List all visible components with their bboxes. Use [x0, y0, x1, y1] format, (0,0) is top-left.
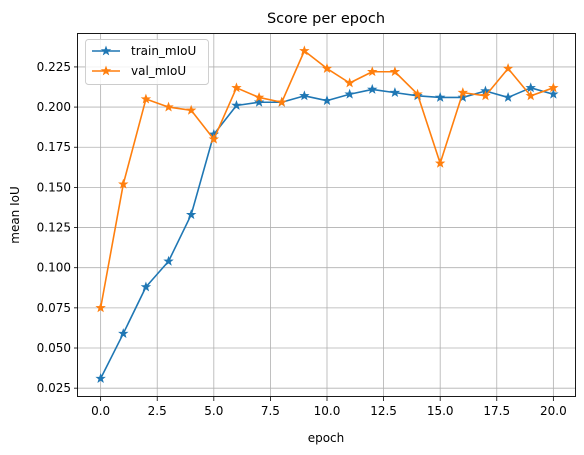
data-point	[412, 88, 423, 99]
data-point	[163, 255, 174, 266]
data-point	[231, 82, 242, 93]
chart-title: Score per epoch	[267, 11, 385, 27]
y-tick-label: 0.150	[37, 180, 71, 194]
x-axis-label: epoch	[308, 431, 345, 445]
data-point	[367, 83, 378, 94]
x-tick-label: 0.0	[91, 404, 110, 418]
data-point	[231, 100, 242, 110]
data-point	[118, 328, 129, 338]
x-tick-label: 12.5	[370, 404, 397, 418]
data-point	[253, 96, 265, 107]
data-point	[457, 87, 469, 98]
y-tick-label: 0.075	[37, 301, 71, 315]
y-tick-label: 0.025	[37, 381, 71, 395]
data-point	[299, 45, 310, 56]
data-point	[548, 88, 559, 99]
legend-label: val_mIoU	[131, 64, 186, 78]
legend-swatch-marker	[100, 45, 112, 56]
x-tick-label: 7.5	[261, 404, 280, 418]
legend-label: train_mIoU	[131, 44, 196, 58]
legend: train_mIoU val_mIoU	[85, 39, 209, 85]
data-point	[140, 93, 152, 104]
x-tick-label: 2.5	[148, 404, 167, 418]
y-tick-label: 0.125	[37, 221, 71, 235]
data-point	[299, 90, 310, 101]
data-point	[434, 91, 446, 102]
data-point	[163, 101, 174, 112]
y-tick-label: 0.225	[37, 60, 71, 74]
data-point	[434, 157, 446, 168]
data-point	[548, 82, 559, 93]
y-tick-label: 0.100	[37, 261, 71, 275]
y-tick-label: 0.050	[37, 341, 71, 355]
legend-swatch-marker	[100, 65, 112, 76]
plot-frame	[77, 33, 576, 397]
data-point	[389, 66, 401, 77]
grid-layer	[78, 34, 576, 397]
y-tick-label: 0.175	[37, 140, 71, 154]
data-point	[321, 63, 333, 73]
tick-layer: 0.0 2.5 5.0 7.5 10.0 12.5 15.0 17.5 20.0 0.025 0.0…	[37, 60, 567, 418]
data-point	[502, 91, 514, 102]
data-point	[502, 63, 514, 73]
series-val_mIoU	[95, 45, 559, 313]
data-point	[208, 133, 220, 144]
x-tick-label: 10.0	[314, 404, 341, 418]
y-tick-label: 0.200	[37, 100, 71, 114]
data-point	[95, 302, 106, 313]
data-point	[185, 209, 197, 220]
data-point	[525, 82, 536, 93]
data-point	[321, 95, 333, 106]
y-axis-label: mean IoU	[8, 186, 22, 244]
series-layer	[95, 45, 559, 383]
data-point	[344, 77, 355, 88]
data-point	[525, 90, 536, 101]
data-point	[367, 66, 378, 77]
data-point	[95, 373, 106, 383]
data-point	[185, 104, 197, 115]
x-tick-label: 20.0	[540, 404, 567, 418]
x-tick-label: 5.0	[204, 404, 223, 418]
data-point	[253, 91, 265, 102]
x-tick-label: 17.5	[483, 404, 510, 418]
data-point	[389, 87, 401, 98]
data-point	[344, 88, 355, 99]
data-point	[118, 178, 129, 189]
data-point	[276, 96, 287, 107]
x-tick-label: 15.0	[427, 404, 454, 418]
data-point	[140, 281, 152, 292]
data-point	[480, 90, 491, 101]
legend-item: val_mIoU	[92, 64, 186, 78]
data-point	[457, 91, 469, 102]
legend-item: train_mIoU	[92, 44, 196, 58]
